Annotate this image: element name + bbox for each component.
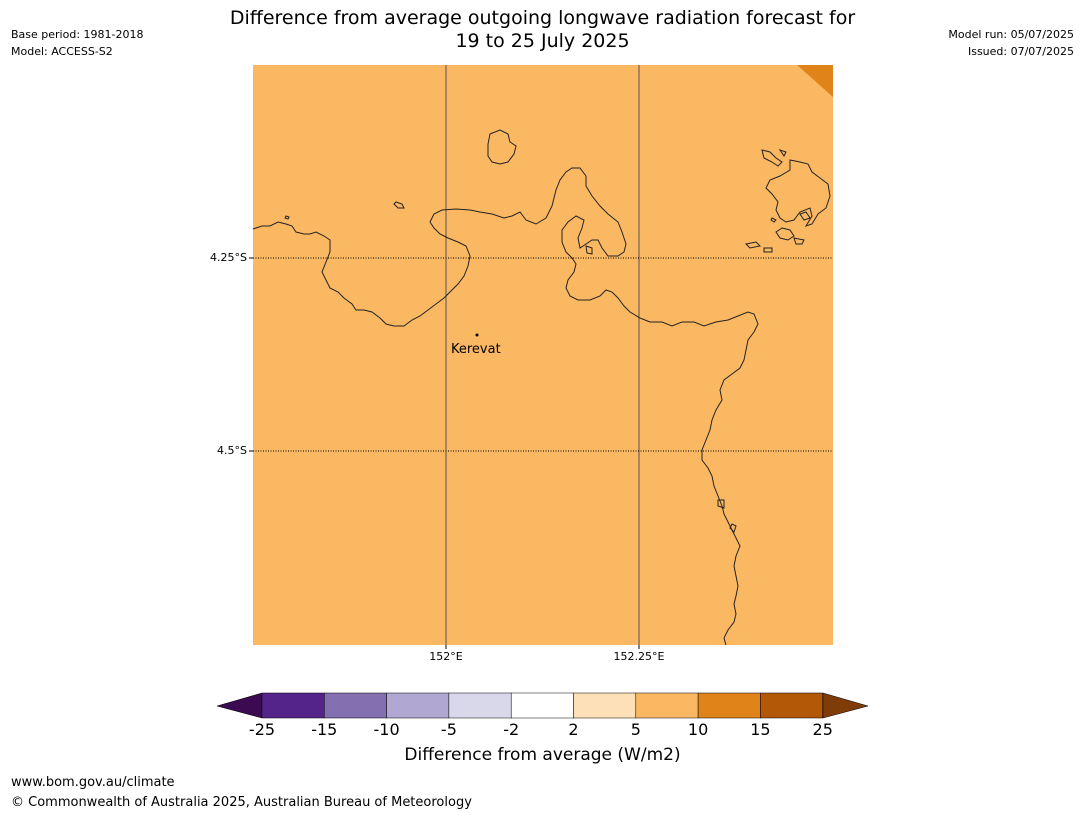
islet-east-3 <box>729 523 737 533</box>
map-area <box>253 65 833 645</box>
colorbar-segments <box>261 692 823 719</box>
title-line-2: 19 to 25 July 2025 <box>455 30 630 52</box>
colorbar-segment <box>760 692 823 719</box>
footer-copyright: © Commonwealth of Australia 2025, Austra… <box>11 795 472 810</box>
colorbar-segment <box>697 692 761 719</box>
islet-east-1 <box>585 245 593 255</box>
colorbar-tick-label: 5 <box>630 720 641 739</box>
colorbar-segment <box>386 692 450 719</box>
lat-label-4-5: 4.5°S <box>217 444 247 457</box>
lon-label-152: 152°E <box>429 650 463 663</box>
colorbar-tick-label: -5 <box>440 720 457 739</box>
metadata-left: Base period: 1981-2018 Model: ACCESS-S2 <box>11 26 143 60</box>
colorbar-segment <box>324 692 387 719</box>
colorbar-tick-label: -25 <box>248 720 276 739</box>
place-label-kerevat: Kerevat <box>451 342 501 357</box>
colorbar-segment <box>510 692 574 719</box>
colorbar-label: Difference from average (W/m2) <box>404 745 681 765</box>
colorbar-tick-label: 15 <box>750 720 771 739</box>
colorbar-tick-label: -15 <box>311 720 338 739</box>
issued-date: Issued: 07/07/2025 <box>967 45 1074 58</box>
colorbar-tick-label: 25 <box>812 720 833 739</box>
base-period: Base period: 1981-2018 <box>11 28 144 41</box>
colorbar-tick-label: 2 <box>568 720 579 739</box>
metadata-right: Model run: 05/07/2025 Issued: 07/07/2025 <box>948 26 1074 60</box>
colorbar-segment <box>261 692 325 719</box>
islands-northeast <box>744 149 831 253</box>
model-run: Model run: 05/07/2025 <box>948 28 1074 41</box>
model-name: Model: ACCESS-S2 <box>11 45 113 58</box>
island-north <box>487 129 517 165</box>
colorbar-segment <box>448 692 512 719</box>
colorbar-segment <box>573 692 637 719</box>
colorbar-arrow-min <box>216 692 263 719</box>
colorbar-arrow-max <box>822 692 869 719</box>
title-line-1: Difference from average outgoing longwav… <box>229 7 856 29</box>
map-corner-anomaly <box>797 65 833 97</box>
colorbar-tick-label: -2 <box>503 720 520 739</box>
footer-url: www.bom.gov.au/climate <box>11 775 175 790</box>
kerevat-marker <box>475 333 479 337</box>
islet-west <box>393 201 405 209</box>
islet-east-2 <box>717 499 725 509</box>
coastline-main <box>252 167 759 646</box>
colorbar-tick-label: 10 <box>687 720 709 739</box>
islet-dot <box>284 215 290 220</box>
coastlines <box>252 129 831 646</box>
colorbar-segment <box>635 692 699 719</box>
colorbar-tick-label: -10 <box>373 720 400 739</box>
lon-label-152-25: 152.25°E <box>613 650 665 663</box>
map-title: Difference from average outgoing longwav… <box>140 7 945 53</box>
lat-label-4-25: 4.25°S <box>210 251 247 264</box>
